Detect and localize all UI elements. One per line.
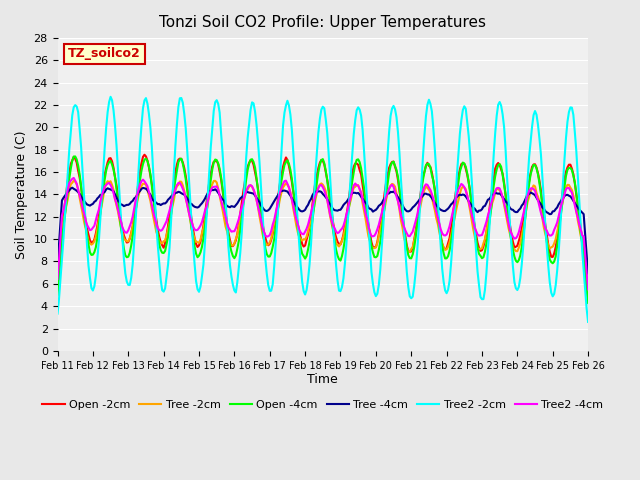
Tree2 -2cm <box>387 113 394 119</box>
Line: Open -2cm: Open -2cm <box>58 155 588 298</box>
Tree -2cm <box>54 284 61 289</box>
Open -2cm <box>154 227 161 232</box>
Open -2cm <box>387 161 394 167</box>
Tree2 -4cm <box>154 225 161 231</box>
Tree -4cm <box>154 201 161 207</box>
Tree2 -2cm <box>375 282 383 288</box>
Open -2cm <box>68 157 76 163</box>
Open -4cm <box>154 232 161 238</box>
Tree2 -2cm <box>357 113 365 119</box>
Tree -4cm <box>584 271 592 276</box>
X-axis label: Time: Time <box>307 373 338 386</box>
Tree2 -2cm <box>584 319 592 325</box>
Tree -2cm <box>584 290 592 296</box>
Open -2cm <box>357 171 365 177</box>
Tree -4cm <box>387 189 394 195</box>
Title: Tonzi Soil CO2 Profile: Upper Temperatures: Tonzi Soil CO2 Profile: Upper Temperatur… <box>159 15 486 30</box>
Tree2 -2cm <box>54 311 61 316</box>
Open -2cm <box>375 231 383 237</box>
Tree2 -4cm <box>357 190 365 195</box>
Open -2cm <box>521 205 529 211</box>
Tree2 -2cm <box>521 222 529 228</box>
Tree -2cm <box>68 180 76 186</box>
Line: Tree2 -4cm: Tree2 -4cm <box>58 178 588 289</box>
Tree2 -4cm <box>54 276 61 282</box>
Open -2cm <box>584 295 592 301</box>
Tree2 -2cm <box>154 242 161 248</box>
Tree2 -4cm <box>387 183 394 189</box>
Tree2 -4cm <box>68 176 76 182</box>
Open -4cm <box>521 220 529 226</box>
Open -4cm <box>375 247 383 252</box>
Tree2 -4cm <box>70 175 77 181</box>
Open -4cm <box>584 300 592 306</box>
Tree -4cm <box>521 198 529 204</box>
Line: Tree2 -2cm: Tree2 -2cm <box>58 97 588 322</box>
Tree -2cm <box>357 191 365 197</box>
Open -4cm <box>387 163 394 169</box>
Tree -2cm <box>375 233 383 239</box>
Tree -4cm <box>54 263 61 269</box>
Line: Tree -2cm: Tree -2cm <box>58 180 588 293</box>
Tree -4cm <box>70 186 77 192</box>
Tree -2cm <box>387 183 394 189</box>
Open -2cm <box>54 285 61 291</box>
Text: TZ_soilco2: TZ_soilco2 <box>68 48 141 60</box>
Tree2 -2cm <box>68 112 76 118</box>
Open -4cm <box>68 158 76 164</box>
Open -4cm <box>357 166 365 171</box>
Line: Tree -4cm: Tree -4cm <box>58 188 588 274</box>
Y-axis label: Soil Temperature (C): Soil Temperature (C) <box>15 130 28 259</box>
Tree2 -2cm <box>107 94 115 100</box>
Tree -2cm <box>521 218 529 224</box>
Line: Open -4cm: Open -4cm <box>58 156 588 303</box>
Tree -4cm <box>68 185 76 191</box>
Open -2cm <box>141 152 148 157</box>
Tree -4cm <box>357 194 365 200</box>
Tree -4cm <box>375 203 383 209</box>
Tree2 -4cm <box>584 287 592 292</box>
Legend: Open -2cm, Tree -2cm, Open -4cm, Tree -4cm, Tree2 -2cm, Tree2 -4cm: Open -2cm, Tree -2cm, Open -4cm, Tree -4… <box>38 395 608 414</box>
Tree2 -4cm <box>375 222 383 228</box>
Tree2 -4cm <box>521 205 529 211</box>
Open -4cm <box>54 292 61 298</box>
Tree -2cm <box>70 178 77 183</box>
Tree -2cm <box>154 233 161 239</box>
Open -4cm <box>72 154 79 159</box>
